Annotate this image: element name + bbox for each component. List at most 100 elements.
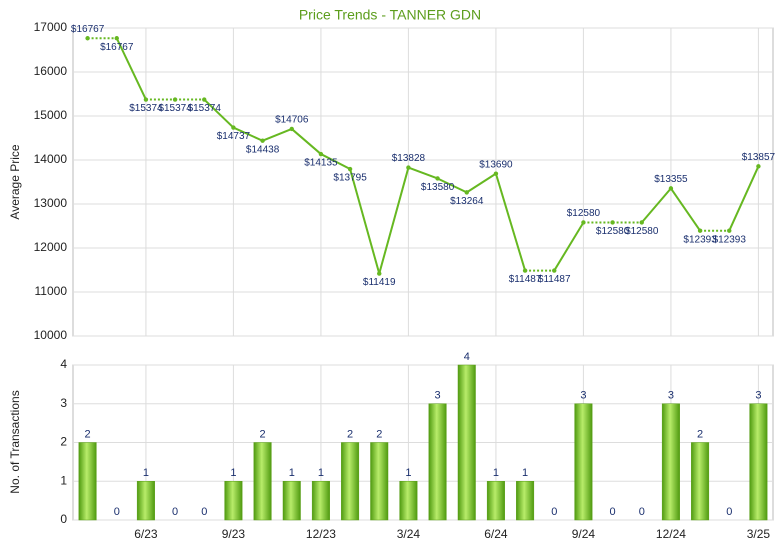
y-tick-label: 2 — [60, 435, 67, 449]
value-label: $15374 — [158, 103, 192, 114]
bar — [224, 481, 243, 521]
y-tick-label: 0 — [60, 512, 67, 526]
point — [318, 151, 324, 157]
y-tick-label: 15000 — [34, 108, 68, 122]
value-label: 2 — [85, 428, 91, 440]
value-label: 1 — [289, 467, 295, 479]
x-tick-label: 6/24 — [484, 527, 508, 541]
point — [260, 138, 265, 143]
point — [727, 228, 732, 233]
point — [143, 97, 149, 102]
value-label: 0 — [201, 506, 207, 518]
value-label: $12580 — [625, 226, 659, 237]
value-label: 2 — [376, 428, 382, 440]
value-label: 3 — [668, 390, 674, 402]
x-tick-label: 12/24 — [656, 527, 686, 541]
line-segment — [728, 165, 760, 232]
point — [231, 125, 236, 130]
y-tick-label: 14000 — [34, 152, 68, 166]
bar — [311, 481, 330, 521]
point — [435, 176, 440, 181]
value-label: 0 — [551, 506, 557, 518]
value-label: $15374 — [188, 103, 222, 114]
bar — [399, 481, 418, 521]
y-tick-label: 13000 — [34, 196, 68, 210]
value-label: $13355 — [654, 174, 688, 185]
x-tick-label: 12/23 — [306, 527, 336, 541]
bar — [370, 442, 389, 521]
bar — [661, 403, 680, 521]
value-label: 1 — [143, 467, 149, 479]
value-label: 1 — [493, 467, 499, 479]
bar — [691, 442, 710, 521]
value-label: 1 — [318, 467, 324, 479]
value-label: $11487 — [509, 274, 542, 285]
y-tick-label: 10000 — [34, 328, 68, 342]
line-segment — [553, 221, 585, 272]
y-tick-label: 1 — [60, 473, 67, 487]
y-axis-label: No. of Transactions — [8, 390, 22, 493]
bar — [341, 442, 360, 521]
value-label: 0 — [610, 506, 616, 518]
value-label: $16767 — [71, 24, 105, 35]
line-segment — [262, 128, 293, 142]
line-segment — [291, 128, 322, 155]
point — [697, 228, 703, 233]
value-label: $14135 — [304, 158, 338, 169]
line-segment — [378, 167, 410, 274]
value-label: $11419 — [363, 277, 396, 288]
bar — [282, 481, 301, 521]
value-label: 1 — [522, 467, 528, 479]
y-tick-label: 4 — [60, 357, 67, 371]
y-tick-label: 17000 — [34, 20, 68, 34]
bar — [253, 442, 272, 521]
line-segment — [437, 177, 468, 194]
bar — [516, 481, 535, 521]
point — [756, 164, 761, 169]
value-label: $12393 — [713, 234, 747, 245]
chart-title: Price Trends - TANNER GDN — [299, 7, 481, 23]
point — [377, 271, 382, 276]
value-label: 1 — [230, 467, 236, 479]
value-label: 0 — [639, 506, 645, 518]
x-tick-label: 6/23 — [134, 527, 158, 541]
line-segment — [349, 168, 381, 274]
line-segment — [466, 172, 497, 194]
value-label: $13828 — [392, 153, 426, 164]
line-segment — [115, 37, 147, 100]
value-label: 3 — [580, 390, 586, 402]
x-tick-label: 3/25 — [747, 527, 771, 541]
bar — [749, 403, 768, 521]
point — [610, 220, 615, 225]
value-label: $14438 — [246, 144, 280, 155]
value-label: $13795 — [333, 173, 367, 184]
line-segment — [670, 187, 701, 232]
value-label: $13580 — [421, 182, 455, 193]
point — [581, 220, 586, 225]
point — [114, 36, 119, 41]
point — [172, 97, 178, 102]
value-label: 2 — [260, 428, 266, 440]
y-tick-label: 3 — [60, 396, 67, 410]
line-segment — [203, 98, 235, 129]
point — [493, 171, 499, 176]
point — [668, 186, 674, 191]
y-axis-label: Average Price — [8, 144, 22, 219]
value-label: 2 — [697, 428, 703, 440]
value-label: 1 — [405, 467, 411, 479]
value-label: $12393 — [683, 234, 717, 245]
value-label: $15374 — [129, 103, 163, 114]
value-label: 2 — [347, 428, 353, 440]
bar — [78, 442, 97, 521]
value-label: 0 — [726, 506, 732, 518]
value-label: 0 — [114, 506, 120, 518]
bar — [428, 403, 447, 521]
point — [464, 190, 469, 195]
value-label: $13857 — [742, 152, 776, 163]
value-label: 3 — [435, 390, 441, 402]
y-tick-label: 12000 — [34, 240, 68, 254]
line-segment — [640, 187, 672, 224]
value-label: 3 — [755, 390, 761, 402]
bar — [574, 403, 593, 521]
